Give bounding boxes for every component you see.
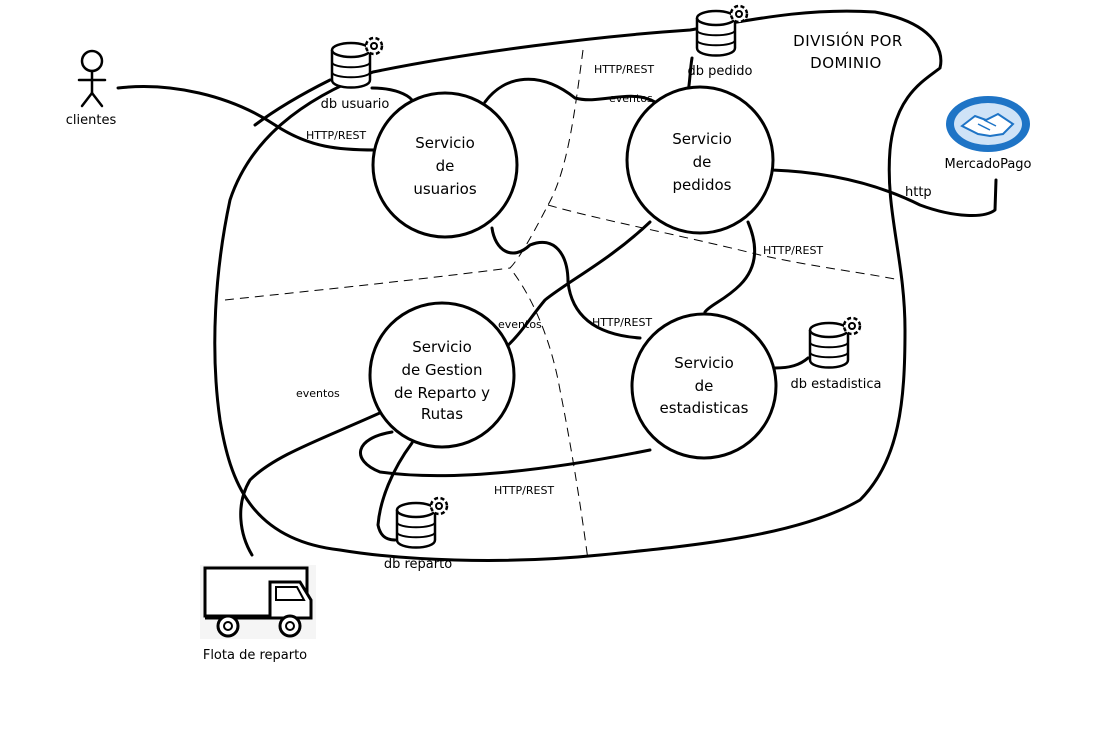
edge-reparto-flota: [239, 410, 384, 557]
label-usuarios-estadisticas: HTTP/REST: [592, 316, 652, 329]
edge-reparto-dbreparto: [376, 441, 414, 542]
service-usuarios-line3: usuarios: [413, 180, 477, 198]
edge-reparto-estadisticas: [359, 430, 652, 478]
label-clientes-usuarios: HTTP/REST: [306, 129, 366, 142]
edge-estadisticas-dbestadistica: [773, 356, 810, 370]
service-reparto-line4: Rutas: [421, 405, 463, 423]
external-mercadopago: MercadoPago: [944, 96, 1032, 172]
database-gear-icon: [695, 4, 749, 57]
domain-title-line2: DOMINIO: [810, 54, 882, 72]
stick-figure-icon: [77, 49, 107, 108]
database-gear-icon: [395, 496, 449, 549]
service-estadisticas-line1: Servicio: [674, 354, 734, 372]
db-usuario: db usuario: [321, 36, 390, 112]
database-gear-icon: [330, 36, 384, 89]
flota-label: Flota de reparto: [203, 648, 307, 663]
db-estadistica: db estadistica: [791, 316, 882, 392]
label-reparto-flota-eventos: eventos: [296, 387, 340, 400]
edge-pedidos-mercadopago: [770, 168, 998, 217]
service-reparto-line3: de Reparto y: [394, 384, 490, 402]
connections: [116, 56, 998, 557]
db-pedido-label: db pedido: [688, 64, 753, 79]
service-estadisticas-line2: de: [695, 377, 714, 395]
service-reparto-line2: de Gestion: [402, 361, 483, 379]
edge-clientes-usuarios: [116, 85, 377, 152]
service-estadisticas-line3: estadisticas: [660, 399, 749, 417]
edge-usuarios-pedidos-eventos: [483, 77, 657, 104]
external-flota: Flota de reparto: [200, 565, 316, 663]
service-pedidos-line2: de: [693, 153, 712, 171]
db-usuario-label: db usuario: [321, 97, 390, 112]
domain-division-lines: [224, 49, 901, 561]
service-usuarios: Servicio de usuarios: [371, 91, 519, 239]
mercadopago-label: MercadoPago: [944, 157, 1031, 172]
label-reparto-estadisticas: HTTP/REST: [494, 484, 554, 497]
service-usuarios-line2: de: [436, 157, 455, 175]
service-estadisticas: Servicio de estadisticas: [630, 312, 778, 460]
label-pedidos-mercadopago: http: [905, 185, 932, 200]
db-estadistica-label: db estadistica: [791, 377, 882, 392]
database-gear-icon: [808, 316, 862, 369]
edge-usuarios-estadisticas: [490, 226, 642, 340]
domain-title-line1: DIVISIÓN POR: [793, 31, 903, 50]
edge-dbusuario-boundary: [253, 78, 332, 127]
edge-pedidos-reparto-eventos: [503, 220, 652, 350]
label-pedidos-reparto-eventos: eventos: [498, 318, 542, 331]
service-pedidos-line1: Servicio: [672, 130, 732, 148]
db-reparto-label: db reparto: [384, 557, 452, 572]
label-usuarios-pedidos: HTTP/REST: [594, 63, 654, 76]
domain-title: DIVISIÓN POR DOMINIO: [793, 31, 903, 72]
truck-icon: [200, 565, 316, 639]
label-usuarios-pedidos-eventos: eventos: [609, 92, 653, 105]
service-usuarios-line1: Servicio: [415, 134, 475, 152]
db-reparto: db reparto: [384, 496, 452, 572]
service-reparto-line1: Servicio: [412, 338, 472, 356]
edge-dbusuario-usuarios: [370, 86, 414, 102]
actor-clientes-label: clientes: [66, 113, 117, 128]
handshake-logo-icon: [946, 96, 1030, 152]
db-pedido: db pedido: [688, 4, 753, 79]
edge-pedidos-estadisticas: [703, 220, 757, 314]
connection-labels: HTTP/REST HTTP/REST eventos http HTTP/RE…: [296, 63, 932, 497]
domain-boundary: [213, 9, 943, 562]
actor-clientes: clientes: [66, 49, 117, 128]
label-pedidos-estadisticas: HTTP/REST: [763, 244, 823, 257]
service-pedidos: Servicio de pedidos: [625, 85, 775, 235]
service-reparto: Servicio de Gestion de Reparto y Rutas: [368, 301, 516, 449]
service-pedidos-line3: pedidos: [673, 176, 732, 194]
